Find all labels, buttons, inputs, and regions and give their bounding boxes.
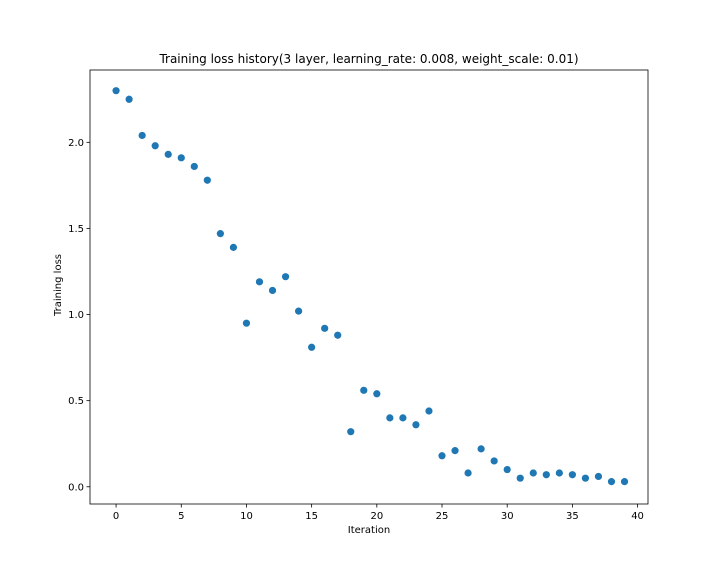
data-point — [620, 478, 629, 486]
data-point — [151, 142, 159, 150]
data-point — [607, 478, 616, 486]
data-point — [477, 445, 485, 453]
data-point — [360, 386, 368, 394]
x-tick-label: 15 — [305, 511, 318, 522]
x-tick-label: 0 — [113, 511, 119, 522]
x-tick-label: 25 — [436, 511, 449, 522]
data-point — [255, 278, 264, 286]
y-tick-label: 2.0 — [68, 138, 84, 149]
x-tick-label: 10 — [240, 511, 253, 522]
data-point — [164, 150, 172, 158]
x-axis-label: Iteration — [348, 525, 390, 536]
data-point — [347, 428, 355, 436]
x-tick-label: 35 — [566, 511, 579, 522]
data-points — [112, 87, 629, 486]
data-point — [516, 474, 524, 482]
data-point — [490, 457, 498, 465]
data-point — [399, 414, 407, 422]
plot-area — [90, 70, 648, 504]
data-point — [594, 472, 603, 481]
x-tick-label: 20 — [370, 511, 383, 522]
data-point — [581, 474, 590, 482]
data-point — [386, 414, 394, 422]
data-point — [268, 286, 277, 295]
data-point — [281, 273, 290, 281]
axes-frame — [89, 69, 649, 505]
y-axis-label: Training loss — [53, 254, 64, 317]
data-point — [138, 131, 146, 140]
data-point — [321, 324, 329, 332]
data-point — [464, 469, 472, 477]
data-point — [229, 243, 238, 251]
data-point — [438, 452, 446, 460]
x-tick-label: 40 — [631, 511, 644, 522]
y-tick-label: 1.5 — [68, 224, 84, 235]
data-point — [334, 331, 342, 339]
data-point — [503, 465, 511, 474]
data-point — [308, 343, 316, 351]
data-point — [451, 447, 459, 455]
data-point — [203, 176, 211, 184]
plot-background — [90, 70, 648, 504]
data-point — [568, 471, 576, 479]
axes: 0 5 10 15 20 25 30 35 40 0.0 0.5 1.0 1.5 2.0 — [68, 69, 649, 522]
data-point — [542, 471, 550, 479]
y-tick-label: 0.0 — [68, 482, 84, 493]
y-tick-label: 1.0 — [68, 310, 84, 321]
data-point — [125, 95, 133, 103]
data-point — [412, 421, 420, 429]
data-point — [190, 162, 198, 171]
x-tick-label: 5 — [178, 511, 184, 522]
x-tick-label: 30 — [501, 511, 514, 522]
data-point — [216, 230, 224, 238]
data-point — [529, 469, 537, 477]
chart-title: Training loss history(3 layer, learning_… — [158, 52, 578, 66]
data-point — [425, 407, 433, 415]
data-point — [242, 319, 251, 327]
data-point — [555, 469, 563, 477]
data-point — [112, 87, 120, 95]
data-point — [294, 307, 303, 315]
data-point — [373, 390, 381, 398]
y-tick-label: 0.5 — [68, 396, 84, 407]
data-point — [177, 154, 185, 162]
